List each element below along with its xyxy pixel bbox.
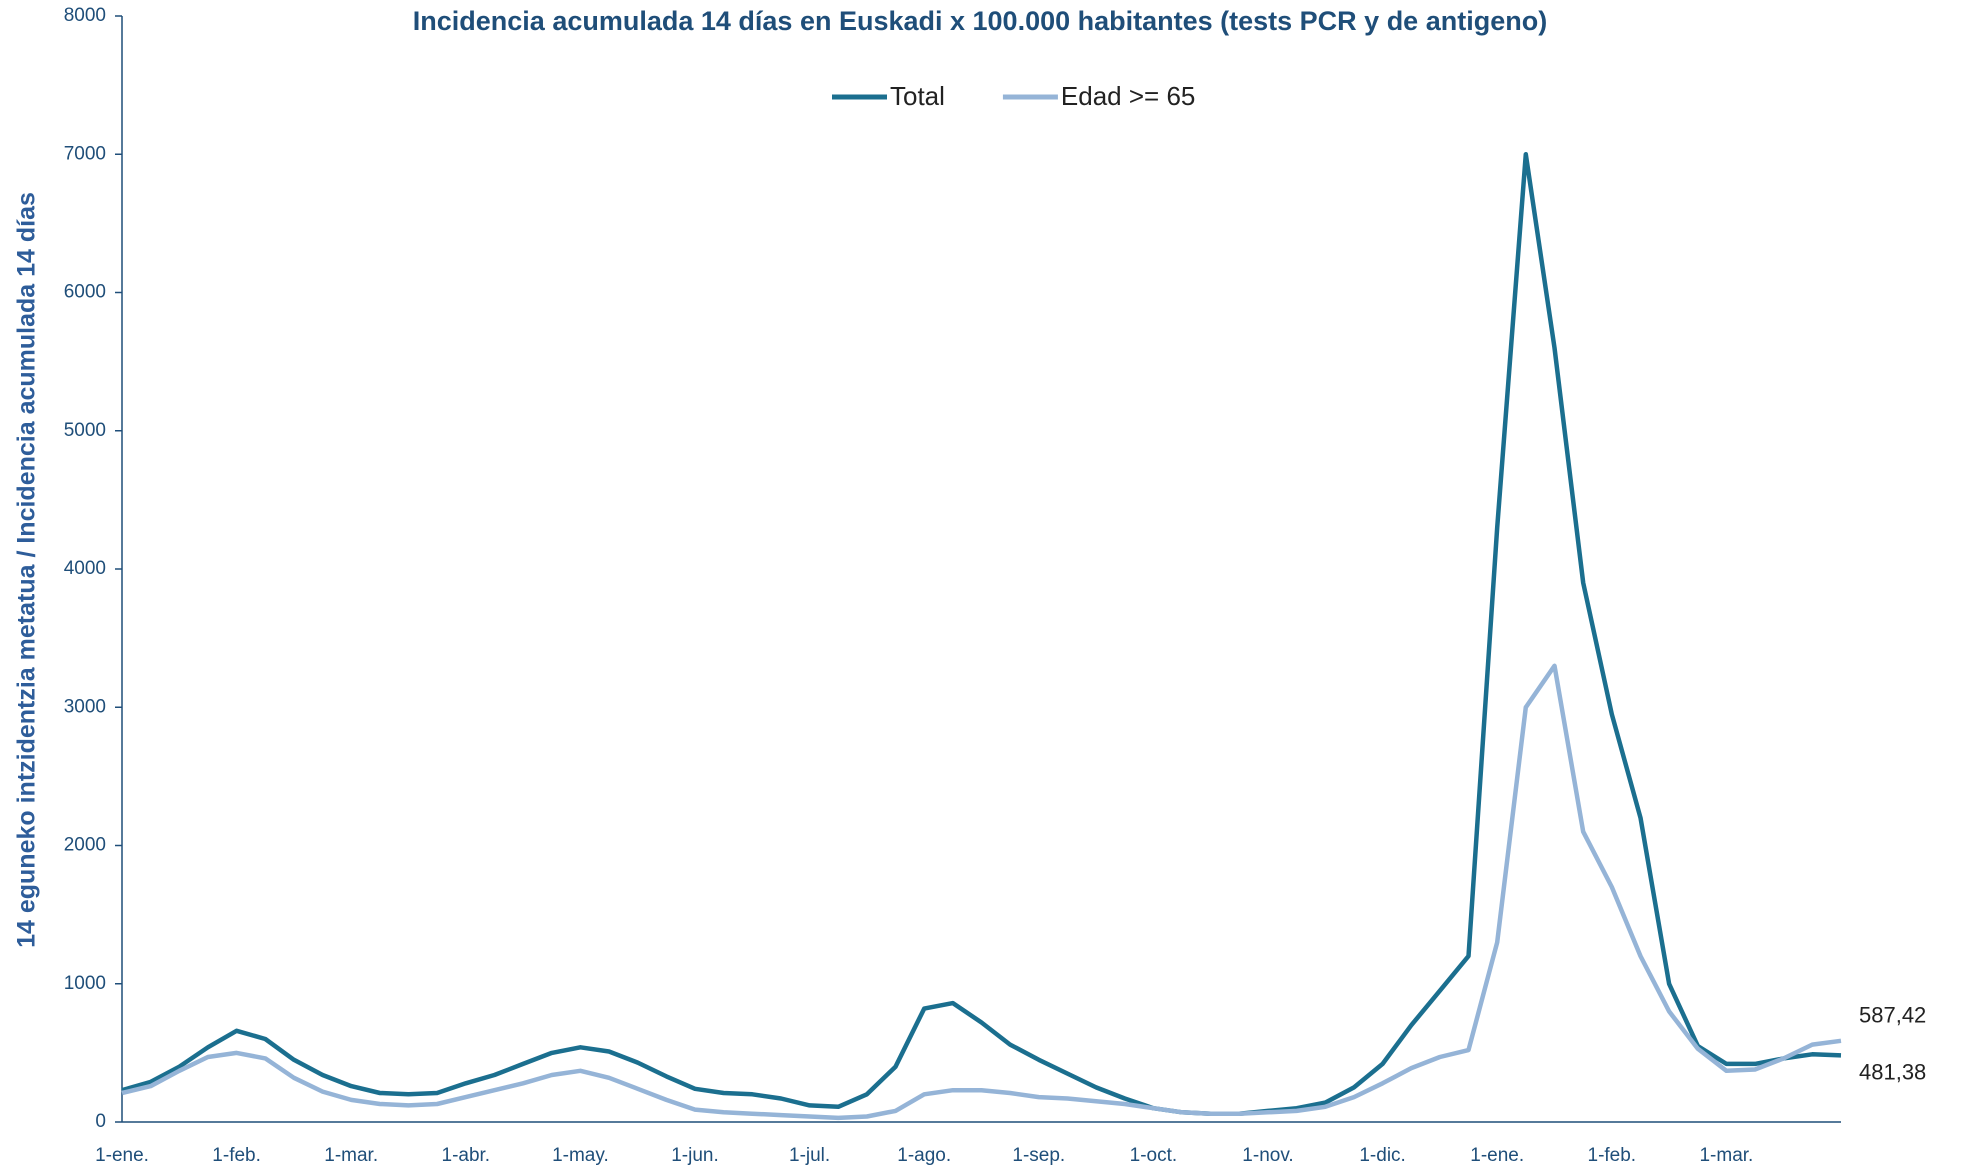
x-tick-label: 1-sep. (1012, 1145, 1065, 1166)
x-tick-label: 1-mar. (324, 1145, 378, 1166)
legend-label: Edad >= 65 (1061, 81, 1195, 111)
x-tick-label: 1-ene. (95, 1145, 149, 1166)
y-tick-label: 7000 (64, 143, 106, 164)
x-tick-label: 1-nov. (1242, 1145, 1293, 1166)
value-label: 481,38 (1859, 1059, 1926, 1084)
x-tick-label: 1-ago. (897, 1145, 951, 1166)
y-tick-label: 2000 (64, 835, 106, 856)
x-tick-label: 1-abr. (442, 1145, 491, 1166)
x-tick-label: 1-oct. (1130, 1145, 1178, 1166)
y-tick-label: 4000 (64, 558, 106, 579)
chart-title: Incidencia acumulada 14 días en Euskadi … (413, 6, 1547, 36)
y-tick-label: 5000 (64, 420, 106, 441)
x-tick-label: 1-jun. (671, 1145, 719, 1166)
x-tick-label: 1-jul. (789, 1145, 830, 1166)
x-tick-label: 1-dic. (1359, 1145, 1405, 1166)
x-tick-label: 1-ene. (1470, 1145, 1524, 1166)
value-label: 587,42 (1859, 1003, 1926, 1028)
line-series (121, 663, 1842, 1121)
x-tick-label: 1-feb. (1588, 1145, 1637, 1166)
legend-label: Total (890, 81, 945, 111)
x-tick-label: 1-mar. (1699, 1145, 1753, 1166)
x-tick-label: 1-feb. (212, 1145, 261, 1166)
y-axis-label: 14 eguneko intzidentzia metatua / Incide… (13, 192, 41, 948)
y-tick-label: 3000 (64, 696, 106, 717)
x-tick-label: 1-may. (552, 1145, 609, 1166)
y-tick-label: 8000 (64, 5, 106, 26)
y-tick-label: 6000 (64, 282, 106, 303)
y-tick-label: 1000 (64, 973, 106, 994)
line-series (121, 152, 1842, 1116)
y-tick-label: 0 (95, 1111, 106, 1132)
